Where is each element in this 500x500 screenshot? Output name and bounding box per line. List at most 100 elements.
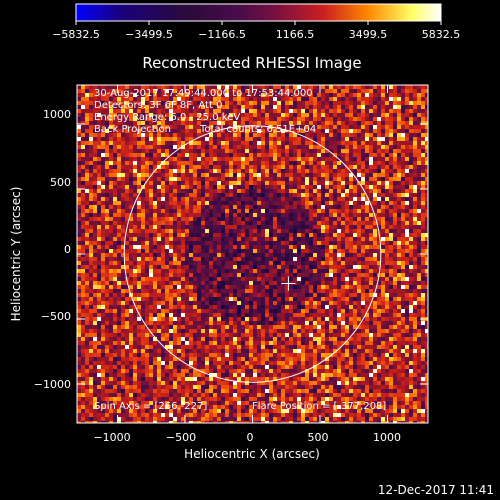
heatmap-cell	[121, 249, 125, 253]
heatmap-cell	[325, 301, 329, 305]
heatmap-cell	[221, 257, 225, 261]
heatmap-cell	[409, 157, 413, 161]
heatmap-cell	[253, 177, 257, 181]
heatmap-cell	[297, 121, 301, 125]
heatmap-cell	[349, 189, 353, 193]
heatmap-cell	[269, 137, 273, 141]
heatmap-cell	[353, 197, 357, 201]
heatmap-cell	[381, 293, 385, 297]
heatmap-cell	[297, 249, 301, 253]
heatmap-cell	[377, 261, 381, 265]
heatmap-cell	[189, 233, 193, 237]
heatmap-cell	[133, 217, 137, 221]
heatmap-cell	[193, 85, 197, 89]
heatmap-cell	[205, 85, 209, 89]
heatmap-cell	[221, 253, 225, 257]
heatmap-cell	[369, 281, 373, 285]
heatmap-cell	[141, 289, 145, 293]
heatmap-cell	[365, 89, 369, 93]
heatmap-cell	[253, 229, 257, 233]
heatmap-cell	[397, 89, 401, 93]
heatmap-cell	[89, 153, 93, 157]
heatmap-cell	[89, 289, 93, 293]
heatmap-cell	[93, 133, 97, 137]
heatmap-cell	[401, 133, 405, 137]
heatmap-cell	[381, 93, 385, 97]
heatmap-cell	[129, 213, 133, 217]
heatmap-cell	[185, 101, 189, 105]
heatmap-cell	[205, 237, 209, 241]
heatmap-cell	[317, 217, 321, 221]
heatmap-cell	[157, 101, 161, 105]
heatmap-cell	[389, 113, 393, 117]
heatmap-cell	[309, 125, 313, 129]
heatmap-cell	[389, 157, 393, 161]
heatmap-cell	[189, 121, 193, 125]
heatmap-cell	[177, 277, 181, 281]
heatmap-cell	[297, 305, 301, 309]
heatmap-cell	[137, 117, 141, 121]
heatmap-cell	[161, 101, 165, 105]
heatmap-cell	[173, 209, 177, 213]
heatmap-cell	[373, 281, 377, 285]
heatmap-cell	[365, 249, 369, 253]
heatmap-cell	[161, 297, 165, 301]
heatmap-cell	[273, 205, 277, 209]
heatmap-cell	[205, 305, 209, 309]
heatmap-cell	[245, 85, 249, 89]
heatmap-cell	[101, 241, 105, 245]
heatmap-cell	[189, 85, 193, 89]
heatmap-cell	[345, 173, 349, 177]
heatmap-cell	[245, 269, 249, 273]
heatmap-cell	[189, 241, 193, 245]
heatmap-cell	[197, 233, 201, 237]
heatmap-cell	[93, 289, 97, 293]
heatmap-cell	[97, 117, 101, 121]
heatmap-cell	[245, 137, 249, 141]
heatmap-cell	[297, 133, 301, 137]
heatmap-cell	[229, 165, 233, 169]
heatmap-cell	[173, 277, 177, 281]
heatmap-cell	[141, 117, 145, 121]
heatmap-cell	[181, 97, 185, 101]
heatmap-cell	[377, 149, 381, 153]
heatmap-cell	[345, 229, 349, 233]
heatmap-cell	[137, 301, 141, 305]
heatmap-cell	[353, 205, 357, 209]
heatmap-cell	[265, 217, 269, 221]
heatmap-cell	[237, 261, 241, 265]
heatmap-cell	[245, 117, 249, 121]
heatmap-cell	[133, 245, 137, 249]
heatmap-cell	[93, 129, 97, 133]
heatmap-cell	[81, 261, 85, 265]
heatmap-cell	[157, 189, 161, 193]
heatmap-cell	[85, 141, 89, 145]
heatmap-cell	[309, 193, 313, 197]
heatmap-cell	[93, 245, 97, 249]
heatmap-cell	[193, 149, 197, 153]
heatmap-cell	[417, 157, 421, 161]
heatmap-cell	[125, 297, 129, 301]
heatmap-cell	[421, 297, 425, 301]
heatmap-cell	[329, 289, 333, 293]
heatmap-cell	[89, 229, 93, 233]
heatmap-cell	[353, 229, 357, 233]
heatmap-cell	[425, 89, 428, 93]
heatmap-cell	[369, 133, 373, 137]
heatmap-cell	[273, 261, 277, 265]
heatmap-cell	[133, 173, 137, 177]
heatmap-cell	[325, 129, 329, 133]
heatmap-cell	[325, 149, 329, 153]
heatmap-cell	[425, 141, 428, 145]
heatmap-cell	[129, 225, 133, 229]
heatmap-cell	[161, 229, 165, 233]
heatmap-cell	[129, 269, 133, 273]
heatmap-cell	[369, 137, 373, 141]
heatmap-cell	[257, 157, 261, 161]
heatmap-cell	[421, 129, 425, 133]
heatmap-cell	[185, 245, 189, 249]
heatmap-cell	[205, 245, 209, 249]
heatmap-cell	[253, 149, 257, 153]
heatmap-cell	[377, 105, 381, 109]
heatmap-cell	[125, 257, 129, 261]
